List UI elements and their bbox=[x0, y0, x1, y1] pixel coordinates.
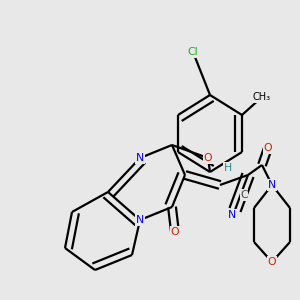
Text: N: N bbox=[268, 180, 276, 190]
Text: N: N bbox=[228, 210, 236, 220]
Text: N: N bbox=[136, 153, 144, 163]
Text: O: O bbox=[171, 227, 179, 237]
Text: O: O bbox=[204, 153, 212, 163]
Text: O: O bbox=[264, 143, 272, 153]
Text: CH₃: CH₃ bbox=[253, 92, 271, 102]
Text: N: N bbox=[136, 215, 144, 225]
Text: Cl: Cl bbox=[188, 47, 198, 57]
Text: O: O bbox=[268, 257, 276, 267]
Text: H: H bbox=[224, 163, 232, 173]
Text: C: C bbox=[240, 190, 248, 200]
